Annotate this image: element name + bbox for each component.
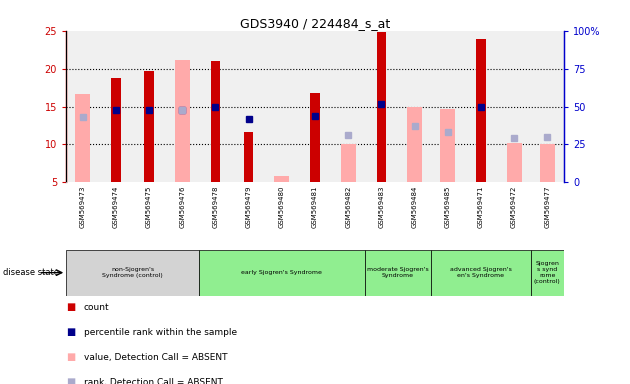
Text: GSM569471: GSM569471 — [478, 186, 484, 228]
Bar — [431, 250, 530, 296]
Bar — [377, 32, 386, 182]
Text: ■: ■ — [66, 377, 76, 384]
Text: GSM569477: GSM569477 — [544, 186, 550, 228]
Text: ■: ■ — [66, 302, 76, 312]
Text: GSM569474: GSM569474 — [113, 186, 119, 228]
Text: GSM569484: GSM569484 — [411, 186, 418, 228]
Bar — [199, 250, 365, 296]
Bar — [540, 144, 555, 182]
Bar — [311, 93, 319, 182]
Text: value, Detection Call = ABSENT: value, Detection Call = ABSENT — [84, 353, 227, 362]
Bar — [75, 94, 90, 182]
Bar — [407, 107, 422, 182]
Text: GSM569481: GSM569481 — [312, 186, 318, 228]
Text: Sjogren
s synd
rome
(control): Sjogren s synd rome (control) — [534, 262, 561, 284]
Text: ■: ■ — [66, 327, 76, 337]
Text: disease state: disease state — [3, 268, 59, 277]
Bar — [507, 143, 522, 182]
Text: ■: ■ — [66, 352, 76, 362]
Bar — [476, 39, 486, 182]
Text: GSM569476: GSM569476 — [180, 186, 185, 228]
Bar — [112, 78, 120, 182]
Text: GSM569483: GSM569483 — [379, 186, 384, 228]
Text: advanced Sjogren's
en's Syndrome: advanced Sjogren's en's Syndrome — [450, 267, 512, 278]
Text: GSM569472: GSM569472 — [511, 186, 517, 228]
Text: GSM569475: GSM569475 — [146, 186, 152, 228]
Bar — [440, 109, 455, 182]
Text: GSM569482: GSM569482 — [345, 186, 351, 228]
Bar — [244, 132, 253, 182]
Text: rank, Detection Call = ABSENT: rank, Detection Call = ABSENT — [84, 377, 222, 384]
Text: non-Sjogren's
Syndrome (control): non-Sjogren's Syndrome (control) — [102, 267, 163, 278]
Bar — [175, 60, 190, 182]
Text: GSM569480: GSM569480 — [279, 186, 285, 228]
Text: GSM569478: GSM569478 — [212, 186, 219, 228]
Text: GSM569473: GSM569473 — [80, 186, 86, 228]
Bar — [274, 176, 289, 182]
Bar — [341, 144, 356, 182]
Text: percentile rank within the sample: percentile rank within the sample — [84, 328, 237, 337]
Text: GSM569485: GSM569485 — [445, 186, 450, 228]
Text: count: count — [84, 303, 110, 312]
Text: GSM569479: GSM569479 — [246, 186, 251, 228]
Text: moderate Sjogren's
Syndrome: moderate Sjogren's Syndrome — [367, 267, 429, 278]
Text: early Sjogren's Syndrome: early Sjogren's Syndrome — [241, 270, 323, 275]
Title: GDS3940 / 224484_s_at: GDS3940 / 224484_s_at — [240, 17, 390, 30]
Bar — [211, 61, 220, 182]
Bar — [144, 71, 154, 182]
Bar — [66, 250, 199, 296]
Bar — [365, 250, 431, 296]
Bar — [530, 250, 564, 296]
